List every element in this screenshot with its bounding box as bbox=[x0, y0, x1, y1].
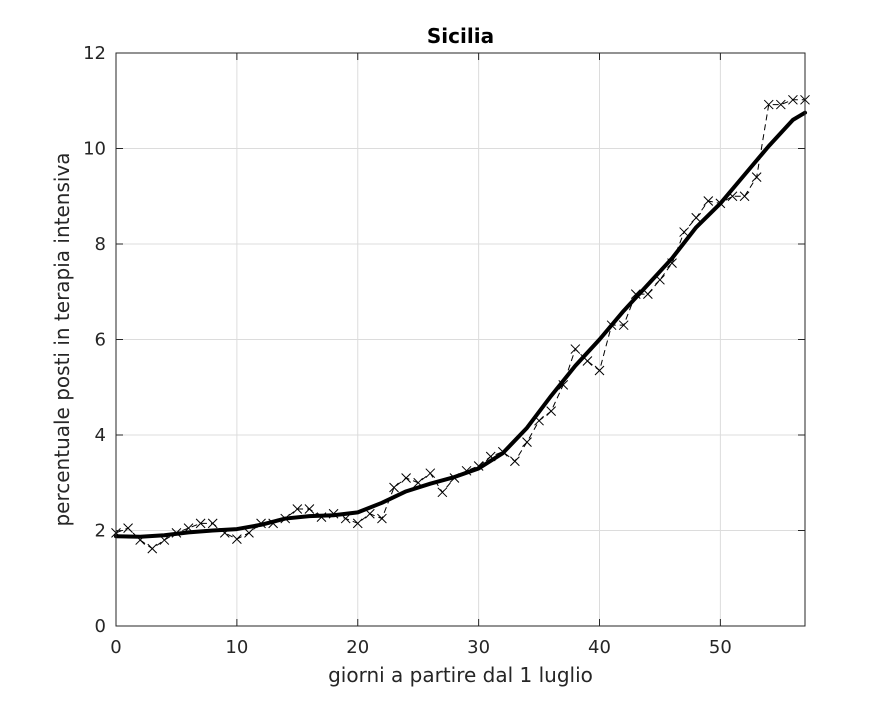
data-point-marker bbox=[691, 212, 702, 223]
data-point-marker bbox=[232, 534, 242, 544]
data-point-marker bbox=[244, 528, 254, 538]
y-tick-label: 10 bbox=[83, 139, 106, 160]
chart-title: Sicilia bbox=[427, 24, 494, 48]
x-tick-label: 20 bbox=[346, 637, 369, 658]
y-tick-label: 12 bbox=[83, 43, 106, 64]
data-point-marker bbox=[389, 482, 399, 493]
x-tick-label: 30 bbox=[467, 637, 490, 658]
x-tick-label: 0 bbox=[110, 637, 121, 658]
data-point-marker bbox=[401, 473, 411, 483]
data-point-marker bbox=[703, 196, 714, 206]
data-point-marker bbox=[739, 191, 750, 202]
data-point-marker bbox=[377, 513, 387, 524]
data-point-marker bbox=[763, 99, 774, 110]
data-point-marker bbox=[207, 518, 218, 529]
data-point-marker bbox=[679, 227, 689, 237]
data-point-marker bbox=[195, 518, 206, 529]
x-tick-label: 50 bbox=[709, 637, 732, 658]
y-tick-label: 8 bbox=[95, 234, 106, 255]
data-point-marker bbox=[304, 504, 315, 514]
data-point-marker bbox=[788, 94, 798, 105]
ticks: 0 10 20 30 40 50 0 2 4 6 8 10 12 bbox=[83, 43, 805, 658]
series-layer bbox=[111, 94, 810, 554]
data-point-marker bbox=[618, 320, 629, 331]
y-tick-label: 4 bbox=[95, 425, 106, 446]
data-point-marker bbox=[147, 543, 158, 554]
data-point-marker bbox=[643, 289, 653, 299]
y-tick-label: 0 bbox=[95, 616, 106, 637]
series-line-smooth bbox=[114, 110, 807, 539]
data-point-marker bbox=[510, 456, 520, 467]
data-point-marker bbox=[522, 437, 532, 448]
data-point-marker bbox=[570, 344, 581, 354]
data-point-marker bbox=[594, 365, 605, 376]
y-tick-label: 2 bbox=[95, 521, 106, 542]
data-point-marker bbox=[751, 172, 762, 183]
data-point-marker bbox=[546, 406, 557, 416]
data-point-marker bbox=[437, 487, 448, 498]
y-tick-label: 6 bbox=[95, 330, 106, 351]
data-point-marker bbox=[775, 99, 786, 110]
data-point-marker bbox=[123, 523, 133, 533]
x-tick-label: 10 bbox=[225, 637, 248, 658]
data-point-marker bbox=[292, 504, 303, 514]
data-point-marker bbox=[425, 468, 436, 479]
x-axis-label: giorni a partire dal 1 luglio bbox=[328, 663, 593, 687]
x-tick-label: 40 bbox=[588, 637, 611, 658]
series-line-dashed bbox=[115, 99, 805, 550]
y-axis-label: percentuale posti in terapia intensiva bbox=[50, 152, 74, 526]
data-point-marker bbox=[352, 518, 363, 529]
